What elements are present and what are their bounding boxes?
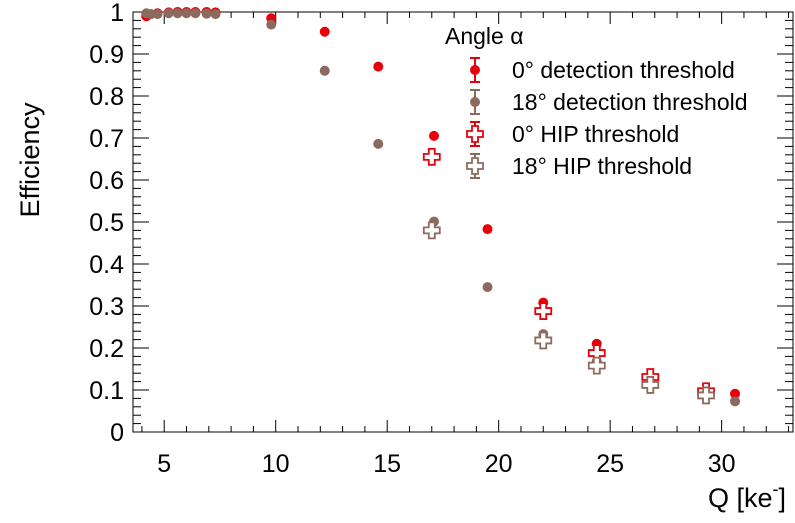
legend-title: Angle α: [445, 23, 524, 49]
data-point: [266, 19, 277, 30]
legend-marker: [466, 125, 484, 143]
legend: Angle α 0° detection threshold 18° detect…: [445, 23, 748, 179]
legend-entry: 0° HIP threshold: [466, 121, 679, 147]
y-tick-label: 0.9: [89, 41, 124, 69]
y-axis-ticks: 0 0.1 0.2 0.3 0.4 0.5 0.6 0.7 0.8 0.9 1: [89, 0, 793, 447]
data-point: [422, 148, 441, 166]
x-axis-label-main: Q [ke: [708, 483, 773, 513]
y-tick-label: 0: [110, 419, 124, 447]
legend-marker: [470, 97, 480, 107]
legend-entry: 0° detection threshold: [470, 57, 735, 83]
x-tick-label: 10: [262, 450, 290, 478]
data-point: [210, 9, 221, 20]
data-point: [190, 8, 201, 19]
data-point: [181, 8, 192, 19]
x-tick-label: 20: [485, 450, 513, 478]
legend-marker: [470, 65, 480, 75]
x-tick-label: 15: [373, 450, 401, 478]
legend-label: 0° HIP threshold: [512, 121, 679, 147]
y-tick-label: 0.5: [89, 209, 124, 237]
data-point: [534, 331, 553, 350]
data-point: [429, 130, 440, 141]
y-tick-label: 1: [110, 0, 124, 27]
data-point: [587, 356, 606, 375]
x-tick-label: 25: [596, 450, 624, 478]
data-point: [730, 396, 741, 407]
y-tick-label: 0.3: [89, 293, 124, 321]
x-tick-label: 30: [708, 450, 736, 478]
y-tick-label: 0.6: [89, 167, 124, 195]
series-0deg-hip: [422, 148, 715, 401]
data-point: [641, 376, 660, 394]
legend-entry: 18° HIP threshold: [466, 153, 692, 179]
data-point: [201, 8, 212, 19]
y-tick-label: 0.4: [89, 251, 124, 279]
x-axis-label-close: ]: [778, 483, 786, 513]
legend-label: 18° HIP threshold: [512, 153, 692, 179]
y-tick-label: 0.8: [89, 83, 124, 111]
x-tick-label: 5: [157, 450, 171, 478]
data-point: [373, 138, 384, 149]
data-points: [141, 7, 741, 407]
x-axis-label-superscript: -: [772, 479, 778, 499]
legend-label: 18° detection threshold: [512, 89, 748, 115]
legend-entry: 18° detection threshold: [470, 89, 748, 115]
data-point: [152, 9, 163, 20]
y-tick-label: 0.2: [89, 335, 124, 363]
legend-label: 0° detection threshold: [512, 57, 735, 83]
data-point: [319, 26, 330, 37]
data-point: [172, 8, 183, 19]
data-point: [482, 224, 493, 235]
y-axis-label: Efficiency: [15, 102, 45, 218]
y-tick-label: 0.7: [89, 125, 124, 153]
x-axis-ticks: 5 10 15 20 25 30: [141, 12, 790, 478]
data-point: [373, 61, 384, 72]
data-point: [482, 282, 493, 293]
data-point: [163, 8, 174, 19]
data-point: [697, 386, 715, 405]
data-point: [730, 388, 741, 399]
y-tick-label: 0.1: [89, 377, 124, 405]
x-axis-label: Q [ke-]: [708, 479, 786, 513]
data-point: [534, 302, 553, 320]
series-18deg-hip: [422, 221, 715, 405]
legend-marker: [466, 157, 484, 175]
data-point: [319, 65, 330, 76]
data-point: [422, 221, 441, 240]
